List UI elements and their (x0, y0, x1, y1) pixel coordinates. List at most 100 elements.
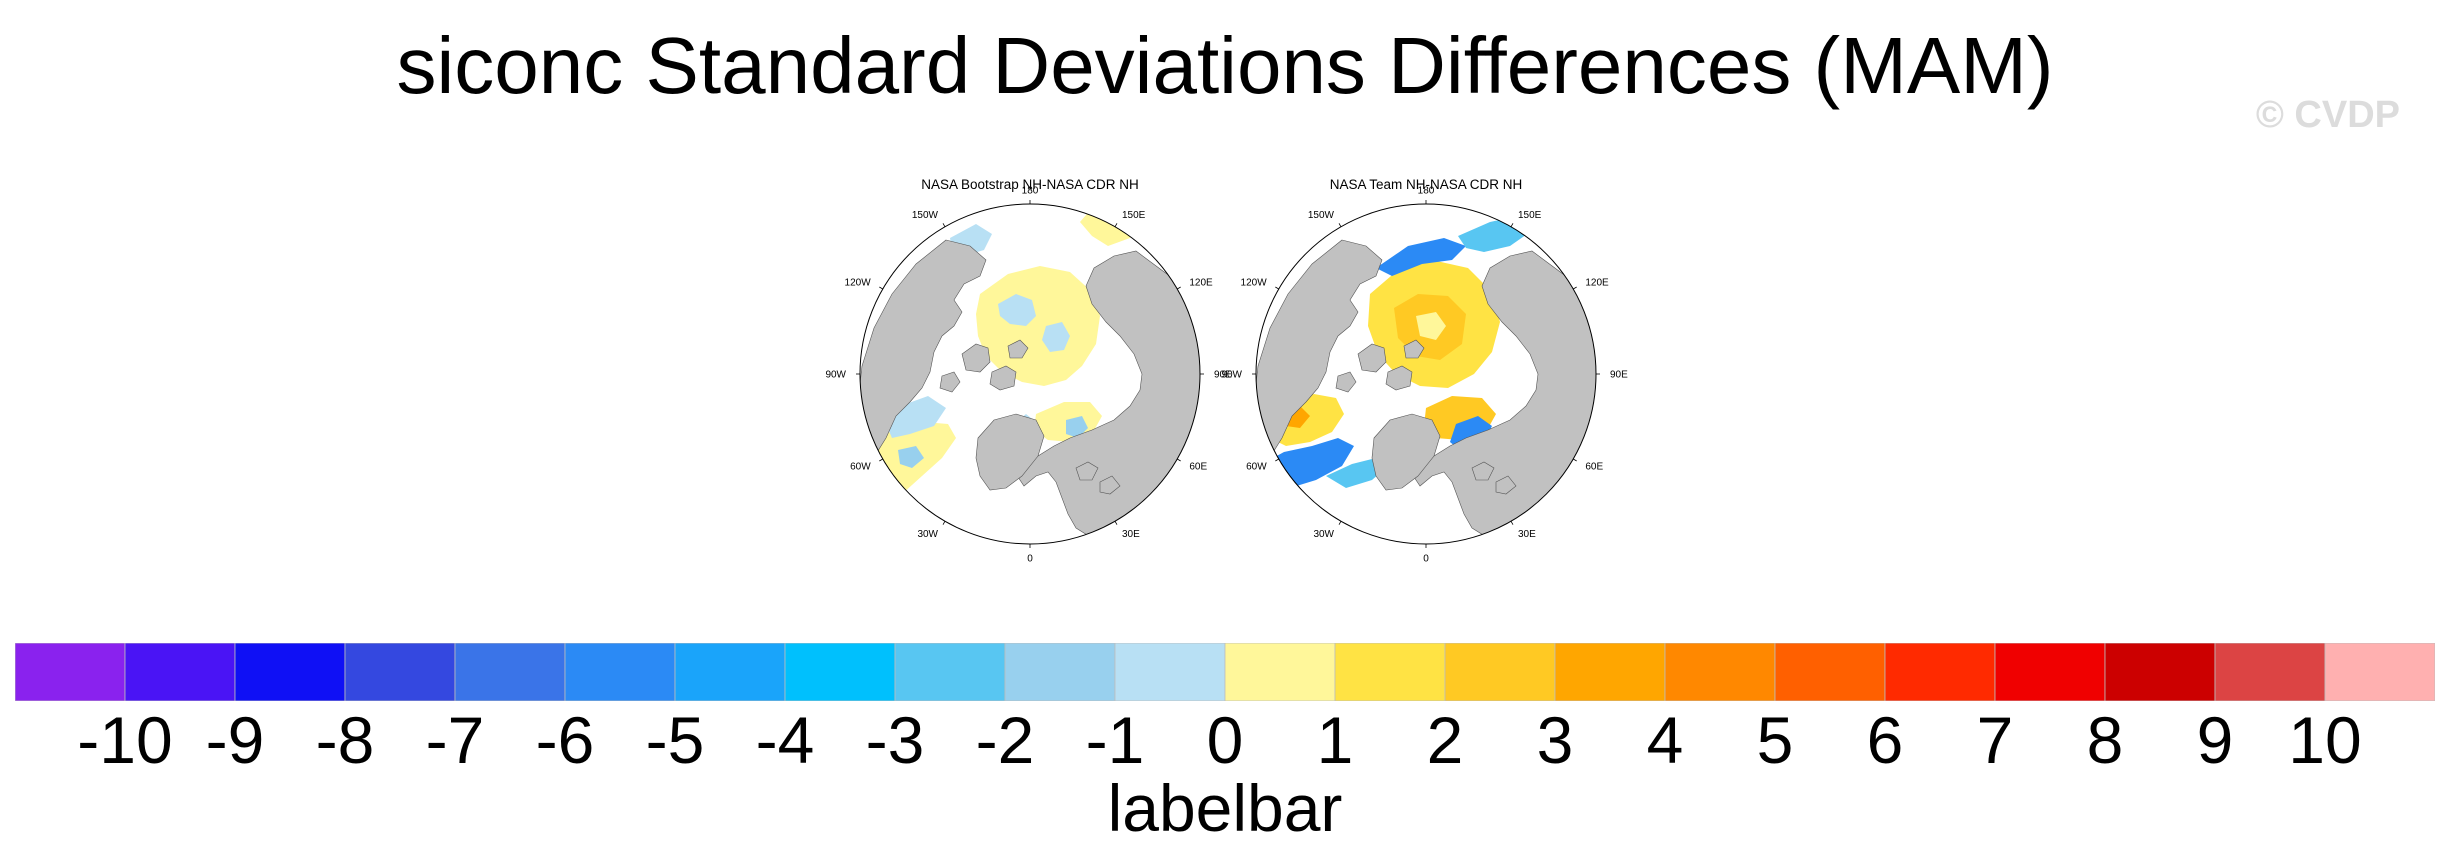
labelbar-tick-labels: -10 -9 -8 -7 -6 -5 -4 -3 -2 -1 0 1 2 3 4 5 6 7 8 9 10 (0, 700, 2450, 780)
labelbar-swatch-17 (1884, 643, 1996, 701)
longitude-label: 30E (1518, 529, 1536, 540)
labelbar-tick-label: 6 (1866, 703, 1904, 777)
labelbar-swatch-10 (1114, 643, 1226, 701)
land-mass-2 (975, 413, 1045, 491)
labelbar-tick-label: -6 (535, 703, 595, 777)
labelbar-swatch-4 (454, 643, 566, 701)
labelbar-swatch-5 (564, 643, 676, 701)
longitude-label: 150E (1122, 210, 1146, 221)
labelbar-swatch-12 (1334, 643, 1446, 701)
figure-title: siconc Standard Deviations Differences (… (396, 21, 2054, 110)
labelbar-tick-label: -1 (1085, 703, 1145, 777)
anomaly-patch (998, 294, 1036, 326)
longitude-label: 150W (1308, 210, 1335, 221)
labelbar-tick-label: 0 (1206, 703, 1244, 777)
anomaly-patch (1416, 312, 1446, 340)
land-mass-1 (1256, 239, 1383, 463)
longitude-label: 30E (1122, 529, 1140, 540)
labelbar-tick-label: -8 (315, 703, 375, 777)
arctic-island (1335, 371, 1357, 393)
labelbar-tick-label: -2 (975, 703, 1035, 777)
map-panel-bootstrap: NASA Bootstrap NH-NASA CDR NH 180 150E 120E… (825, 176, 1232, 576)
labelbar-tick-label: 8 (2086, 703, 2124, 777)
arctic-island (1357, 343, 1387, 373)
land-mass-1 (860, 239, 987, 463)
arctic-island (1495, 475, 1517, 495)
labelbar-tick-label: 2 (1426, 703, 1464, 777)
longitude-label: 60W (850, 462, 871, 473)
labelbar-swatch-7 (784, 643, 896, 701)
arctic-island (1007, 339, 1029, 359)
arctic-island (1471, 461, 1495, 481)
longitude-label: 180 (1022, 186, 1039, 197)
map-panel-title: NASA Bootstrap NH-NASA CDR NH (921, 177, 1139, 192)
labelbar-swatch-2 (234, 643, 346, 701)
labelbar-tick-label: -3 (865, 703, 925, 777)
longitude-label: 30W (1313, 529, 1334, 540)
longitude-label: 150E (1518, 210, 1542, 221)
labelbar-swatch-20 (2214, 643, 2326, 701)
labelbar-swatch-6 (674, 643, 786, 701)
map-panel-team: NASA Team NH-NASA CDR NH 180 150E 120E 90E 60… (1221, 176, 1628, 576)
labelbar-tick-label: 4 (1646, 703, 1684, 777)
longitude-label: 120E (1189, 278, 1213, 289)
labelbar-tick-label: -7 (425, 703, 485, 777)
anomaly-patch (1066, 416, 1088, 438)
labelbar-tick-label: 7 (1976, 703, 2014, 777)
longitude-label: 30W (917, 529, 938, 540)
labelbar-swatches (15, 643, 2435, 701)
labelbar-tick-label: 1 (1316, 703, 1354, 777)
labelbar-swatch-0 (15, 643, 126, 701)
anomaly-patch (886, 396, 946, 438)
labelbar-title: labelbar (1107, 771, 1343, 845)
labelbar-swatch-8 (894, 643, 1006, 701)
longitude-label: 120W (1241, 278, 1268, 289)
arctic-island (989, 365, 1017, 391)
labelbar-swatch-19 (2104, 643, 2216, 701)
land-mass-2 (1371, 413, 1441, 491)
labelbar-swatch-11 (1224, 643, 1336, 701)
arctic-island (1403, 339, 1425, 359)
longitude-label: 120W (845, 278, 872, 289)
arctic-island (1385, 365, 1413, 391)
map-panel-title: NASA Team NH-NASA CDR NH (1330, 177, 1523, 192)
anomaly-patch (1376, 238, 1466, 276)
longitude-label: 0 (1027, 554, 1033, 565)
anomaly-patch (898, 446, 924, 468)
labelbar-tick-label: 5 (1756, 703, 1794, 777)
labelbar-swatch-14 (1554, 643, 1666, 701)
labelbar-swatch-21 (2324, 643, 2435, 701)
arctic-island (1099, 475, 1121, 495)
longitude-label: 90E (1610, 370, 1628, 381)
longitude-label: 180 (1418, 186, 1435, 197)
labelbar-tick-label: 3 (1536, 703, 1574, 777)
longitude-label: 90W (1221, 370, 1242, 381)
anomaly-patch (1042, 322, 1070, 352)
labelbar-tick-label: 9 (2196, 703, 2234, 777)
labelbar-swatch-15 (1664, 643, 1776, 701)
anomaly-patch (976, 266, 1100, 386)
labelbar-swatch-1 (124, 643, 236, 701)
longitude-label: 120E (1585, 278, 1609, 289)
labelbar-tick-label: 10 (2288, 703, 2362, 777)
longitude-label: 90W (825, 370, 846, 381)
longitude-label: 60E (1585, 462, 1603, 473)
longitude-label: 0 (1423, 554, 1429, 565)
cvdp-watermark: © CVDP (2255, 94, 2400, 136)
anomaly-patch (1326, 458, 1388, 488)
labelbar-tick-label: -9 (205, 703, 265, 777)
longitude-label: 150W (912, 210, 939, 221)
labelbar-tick-label: -10 (77, 703, 173, 777)
labelbar (15, 643, 2435, 701)
labelbar-swatch-18 (1994, 643, 2106, 701)
longitude-label: 90E (1214, 370, 1232, 381)
labelbar-swatch-9 (1004, 643, 1116, 701)
labelbar-tick-label: -4 (755, 703, 815, 777)
labelbar-tick-label: -5 (645, 703, 705, 777)
labelbar-swatch-16 (1774, 643, 1886, 701)
labelbar-swatch-13 (1444, 643, 1556, 701)
longitude-label: 60W (1246, 462, 1267, 473)
longitude-label: 60E (1189, 462, 1207, 473)
